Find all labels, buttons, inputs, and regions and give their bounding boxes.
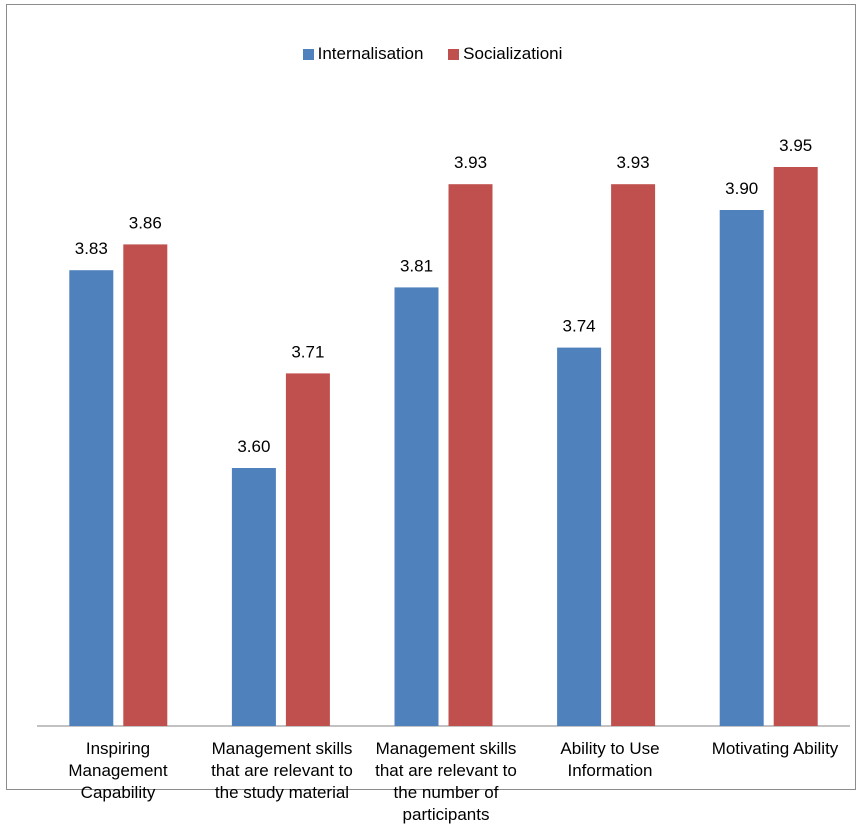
category-label: Motivating Ability: [711, 739, 839, 758]
data-label-internalisation-0: 3.83: [75, 239, 108, 258]
bar-internalisation-2: [394, 287, 439, 726]
legend-item-socializationi: Socializationi: [448, 44, 562, 64]
bar-internalisation-0: [69, 270, 114, 726]
data-label-internalisation-1: 3.60: [237, 437, 270, 456]
data-label-socializationi-3: 3.93: [617, 153, 650, 172]
bar-internalisation-3: [557, 347, 602, 726]
data-label-internalisation-4: 3.90: [725, 179, 758, 198]
legend: Internalisation Socializationi: [0, 44, 865, 65]
category-label: Management skills that are relevant to t…: [375, 739, 517, 824]
bar-socializationi-2: [448, 184, 493, 726]
bar-socializationi-0: [123, 244, 168, 726]
data-label-socializationi-1: 3.71: [291, 342, 324, 361]
legend-swatch-socializationi: [448, 48, 460, 60]
bar-socializationi-3: [611, 184, 656, 726]
category-label: Management skills that are relevant to t…: [211, 739, 353, 802]
data-label-socializationi-4: 3.95: [779, 136, 812, 155]
legend-label-socializationi: Socializationi: [463, 44, 563, 63]
bar-internalisation-4: [719, 210, 764, 726]
bar-chart: 3.83 3.86 3.60 3.71 3.81 3.93 3.74 3.93 3.90 3.95: [37, 136, 850, 727]
data-label-internalisation-2: 3.81: [400, 256, 433, 275]
data-label-socializationi-0: 3.86: [129, 213, 162, 232]
bar-socializationi-4: [773, 167, 818, 726]
bar-internalisation-1: [231, 468, 276, 726]
category-label: Ability to Use Information: [560, 739, 660, 780]
legend-item-internalisation: Internalisation: [302, 44, 424, 64]
data-label-socializationi-2: 3.93: [454, 153, 487, 172]
legend-label-internalisation: Internalisation: [317, 44, 424, 63]
category-label: Inspiring Management Capability: [68, 739, 168, 802]
legend-swatch-internalisation: [302, 48, 314, 60]
data-label-internalisation-3: 3.74: [563, 317, 596, 336]
bar-socializationi-1: [285, 373, 330, 726]
